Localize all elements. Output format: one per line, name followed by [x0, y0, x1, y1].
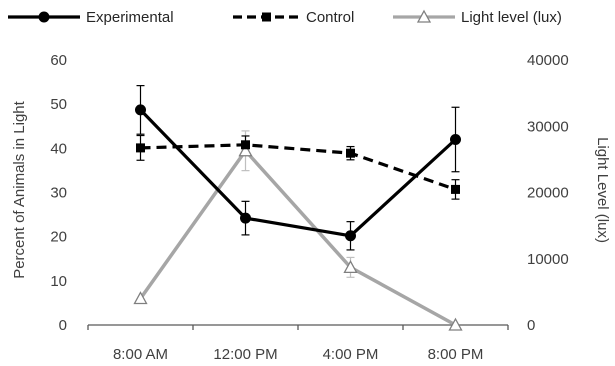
- data-point: [240, 212, 251, 224]
- data-point: [343, 260, 358, 274]
- legend: Experimental Control Light level (lux): [8, 9, 562, 26]
- y-tick-label: 30: [50, 185, 67, 202]
- y2-tick-label: 10000: [527, 251, 569, 268]
- y2-tick-label: 30000: [527, 118, 569, 135]
- y-tick-label: 20: [50, 229, 67, 246]
- axes: 8:00 AM 12:00 PM 4:00 PM 8:00 PM 0 10 20 30 40 50…: [50, 52, 568, 363]
- y2-tick-label: 40000: [527, 52, 569, 69]
- x-tick-label: 8:00 AM: [113, 346, 168, 363]
- data-point: [345, 230, 356, 242]
- x-tick-label: 12:00 PM: [213, 346, 277, 363]
- series-lines: [139, 108, 457, 327]
- y-tick-label: 50: [50, 96, 67, 113]
- data-point: [133, 291, 148, 305]
- legend-label: Light level (lux): [461, 9, 562, 26]
- data-point: [451, 184, 460, 194]
- data-point: [135, 104, 146, 116]
- series-line-experimental: [139, 108, 457, 238]
- y-tick-label: 40: [50, 140, 67, 157]
- series-line-control: [140, 143, 457, 191]
- data-point: [448, 317, 463, 331]
- data-point: [450, 134, 461, 145]
- y2-axis-title: Light Level (lux): [594, 137, 611, 243]
- legend-label: Experimental: [86, 9, 174, 26]
- legend-marker: [416, 9, 432, 23]
- series-markers: [133, 104, 463, 331]
- data-point: [241, 140, 250, 150]
- data-point: [238, 143, 253, 157]
- legend-marker: [38, 11, 50, 23]
- legend-label: Control: [306, 9, 354, 26]
- y-axis-title: Percent of Animals in Light: [11, 100, 28, 278]
- y-tick-label: 0: [59, 317, 67, 334]
- data-point: [346, 148, 355, 158]
- x-tick-label: 4:00 PM: [323, 346, 379, 363]
- series-line-light-level-lux: [139, 149, 457, 327]
- data-point: [136, 143, 145, 153]
- legend-marker: [262, 12, 271, 22]
- x-tick-label: 8:00 PM: [428, 346, 484, 363]
- y-tick-label: 60: [50, 52, 67, 69]
- y-tick-label: 10: [50, 273, 67, 290]
- y2-tick-label: 0: [527, 317, 535, 334]
- y2-tick-label: 20000: [527, 185, 569, 202]
